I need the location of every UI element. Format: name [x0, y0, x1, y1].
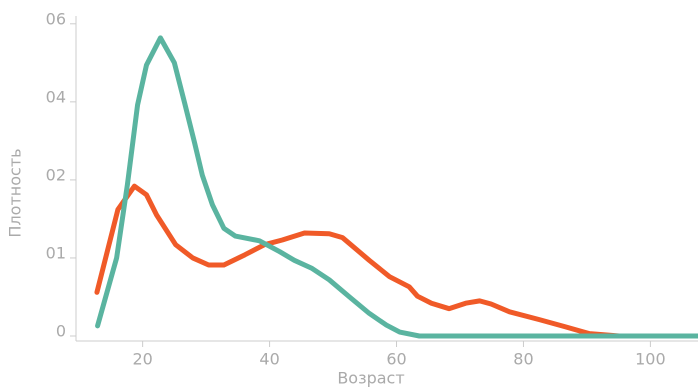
y-tick-label: 01	[46, 243, 66, 262]
x-tick-label: 100	[635, 350, 666, 369]
y-tick-label: 0	[56, 322, 66, 341]
x-tick-label: 20	[132, 350, 152, 369]
y-tick-label: 02	[46, 165, 66, 184]
x-tick-label: 80	[513, 350, 533, 369]
x-axis-label: Возраст	[337, 369, 404, 388]
x-tick-label: 60	[386, 350, 406, 369]
y-tick-label: 06	[46, 9, 66, 28]
line-series	[94, 183, 622, 339]
line-series	[95, 35, 698, 339]
y-axis-label: Плотность	[6, 148, 25, 237]
x-tick-label: 40	[259, 350, 279, 369]
y-tick-label: 04	[46, 87, 66, 106]
